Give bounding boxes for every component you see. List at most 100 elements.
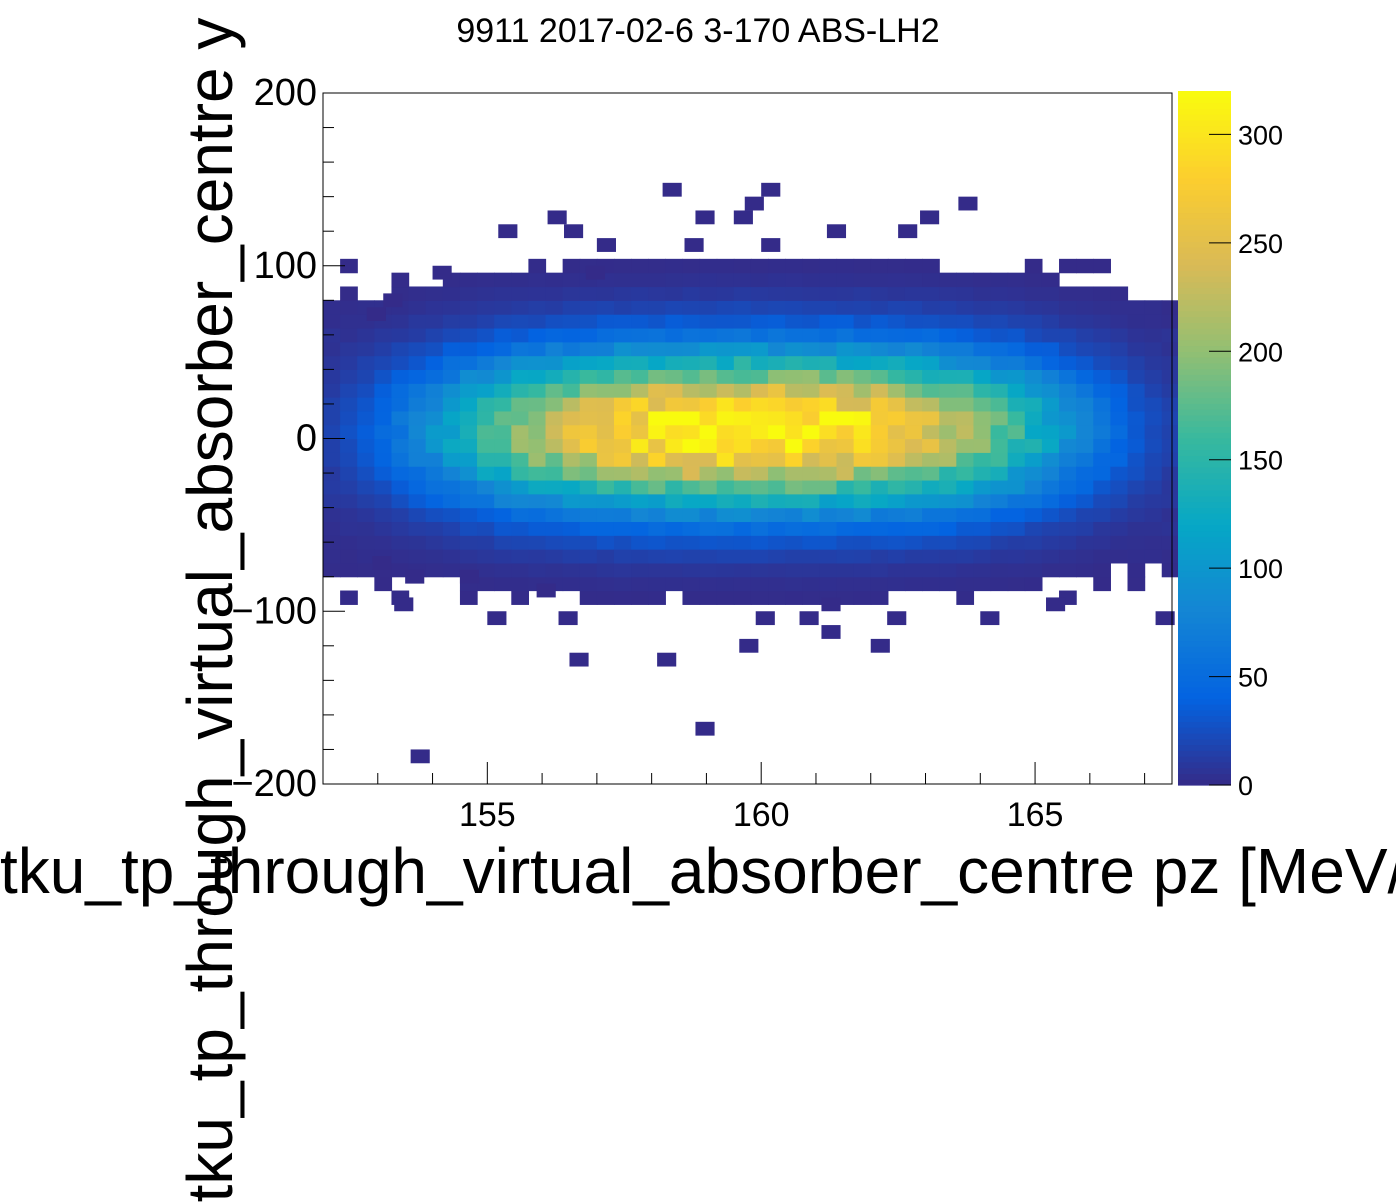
heatmap-bin: [750, 327, 769, 343]
color-bar-segment: [1178, 461, 1231, 468]
heatmap-bin: [1024, 562, 1043, 578]
heatmap-bin: [939, 314, 957, 329]
x-axis-label: tku_tp_through_virtual_absorber_centre p…: [0, 835, 1396, 907]
color-bar-segment: [1178, 495, 1231, 503]
heatmap-bin: [699, 438, 718, 453]
heatmap-bin: [442, 286, 461, 301]
heatmap-bin: [1041, 327, 1060, 343]
heatmap-bin: [904, 549, 923, 564]
heatmap-bin: [922, 341, 940, 357]
heatmap-bin: [665, 272, 684, 288]
heatmap-bin: [511, 397, 530, 412]
color-bar-segment: [1178, 270, 1231, 277]
color-bar-segment: [1178, 455, 1231, 462]
heatmap-bin: [562, 493, 581, 509]
heatmap-bin: [631, 258, 649, 274]
heatmap-bin: [750, 383, 769, 398]
color-bar-segment: [1178, 513, 1231, 520]
heatmap-bin: [785, 272, 803, 288]
heatmap-bin: [870, 576, 889, 592]
heatmap-bin: [1110, 397, 1129, 412]
heatmap-bin: [956, 549, 975, 564]
heatmap-bin: [973, 521, 992, 536]
heatmap-bin: [562, 410, 581, 426]
heatmap-bin: [956, 410, 975, 426]
heatmap-bin: [340, 438, 358, 453]
heatmap-bin: [716, 369, 735, 384]
heatmap-bin: [383, 293, 403, 308]
heatmap-bin: [357, 383, 375, 398]
heatmap-bin: [1059, 562, 1077, 578]
heatmap-bin: [323, 438, 341, 453]
heatmap-bin: [562, 521, 581, 536]
heatmap-bin: [682, 507, 701, 523]
heatmap-bin: [340, 300, 358, 315]
heatmap-bin: [870, 507, 889, 523]
heatmap-bin: [579, 576, 598, 592]
heatmap-bin: [1041, 286, 1060, 301]
heatmap-bin: [1144, 535, 1163, 550]
heatmap-bin: [682, 521, 701, 536]
heatmap-bin: [1093, 562, 1111, 578]
heatmap-bin: [768, 535, 786, 550]
heatmap-bin: [477, 493, 495, 509]
heatmap-bin: [391, 383, 410, 398]
heatmap-bin: [802, 507, 820, 523]
heatmap-bin: [511, 521, 530, 536]
heatmap-bin: [477, 397, 495, 412]
heatmap-bin: [340, 493, 358, 509]
heatmap-bin: [357, 452, 375, 467]
heatmap-bin: [750, 397, 769, 412]
color-bar-segment: [1178, 536, 1231, 543]
heatmap-bin: [699, 341, 718, 357]
heatmap-bin: [442, 314, 461, 329]
heatmap-bin: [1059, 355, 1077, 370]
heatmap-bin: [545, 562, 564, 578]
heatmap-bin: [1007, 300, 1026, 315]
heatmap-bin: [922, 383, 940, 398]
heatmap-bin: [1041, 452, 1060, 467]
heatmap-bin: [699, 452, 718, 467]
heatmap-bin: [973, 272, 992, 288]
heatmap-bin: [716, 507, 735, 523]
heatmap-bin: [922, 369, 940, 384]
heatmap-bin: [459, 590, 478, 605]
heatmap-bin: [665, 549, 684, 564]
heatmap-bin: [613, 272, 632, 288]
heatmap-bin: [1024, 410, 1043, 426]
heatmap-bin: [1093, 424, 1111, 440]
heatmap-bin: [990, 466, 1009, 481]
heatmap-bin: [750, 590, 769, 605]
heatmap-bin: [545, 341, 564, 357]
heatmap-bin: [684, 238, 704, 252]
heatmap-bin: [1144, 327, 1163, 343]
heatmap-bin: [802, 341, 820, 357]
heatmap-bin: [853, 576, 872, 592]
heatmap-bin: [699, 300, 718, 315]
heatmap-bin: [562, 369, 581, 384]
heatmap-bin: [391, 341, 410, 357]
heatmap-bin: [733, 521, 752, 536]
heatmap-bin: [631, 549, 649, 564]
heatmap-bin: [1007, 383, 1026, 398]
heatmap-bin: [733, 535, 752, 550]
heatmap-bin: [939, 383, 957, 398]
heatmap-bin: [870, 314, 889, 329]
heatmap-bin: [545, 327, 564, 343]
color-bar-segment: [1178, 310, 1231, 318]
heatmap-bin: [990, 576, 1009, 592]
heatmap-bin: [477, 286, 495, 301]
heatmap-bin: [1093, 521, 1111, 536]
heatmap-bin: [990, 549, 1009, 564]
heatmap-bin: [528, 507, 547, 523]
heatmap-bin: [956, 535, 975, 550]
heatmap-bin: [887, 576, 906, 592]
color-bar-segment: [1178, 518, 1231, 526]
heatmap-bin: [613, 355, 632, 370]
heatmap-bin: [819, 272, 838, 288]
heatmap-bin: [904, 452, 923, 467]
heatmap-bin: [819, 397, 838, 412]
heatmap-bin: [442, 493, 461, 509]
heatmap-bin: [1161, 549, 1180, 564]
heatmap-bin: [733, 493, 752, 509]
